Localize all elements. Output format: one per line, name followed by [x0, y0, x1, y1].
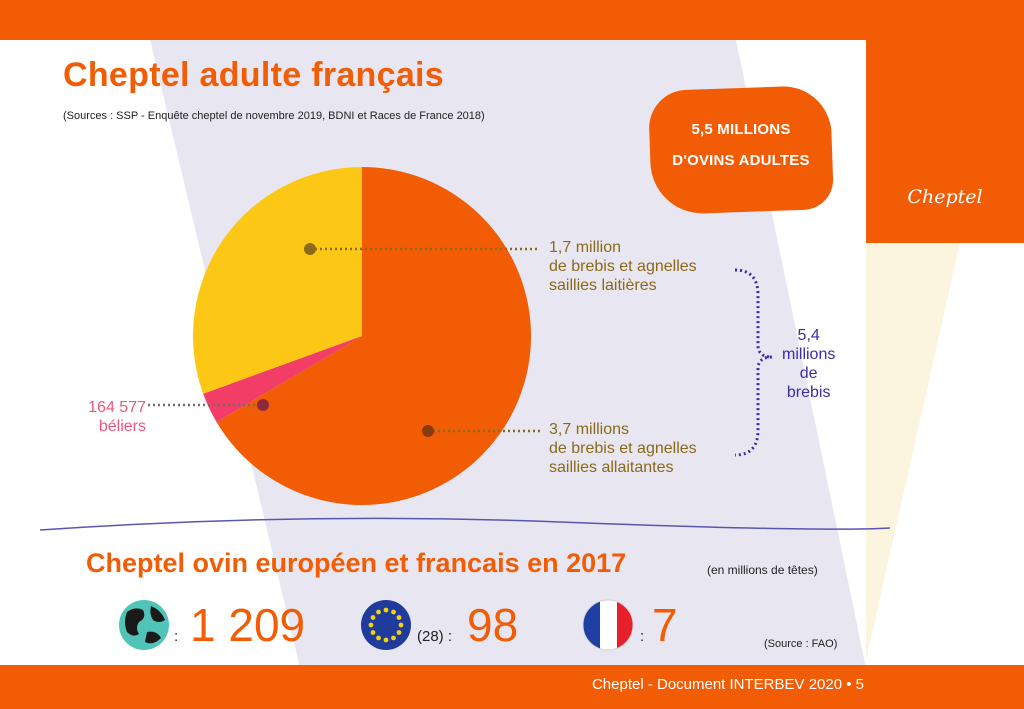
- label-dairy: 1,7 million de brebis et agnelles sailli…: [549, 238, 697, 295]
- label-meat-line: de brebis et agnelles: [549, 440, 697, 457]
- fr-colon: :: [640, 628, 645, 645]
- eu-star: [396, 630, 402, 635]
- label-total-line: millions: [782, 346, 836, 363]
- eu-star: [398, 622, 404, 628]
- world-colon: :: [174, 628, 179, 645]
- section-unit-note: (en millions de têtes): [707, 563, 818, 577]
- bottom-band: [0, 665, 1024, 709]
- label-meat-line: 3,7 millions: [549, 421, 630, 438]
- fr-value: 7: [652, 599, 678, 651]
- label-dairy-line: saillies laitières: [549, 277, 657, 294]
- label-total-line: 5,4: [797, 327, 820, 344]
- eu-value: 98: [467, 599, 519, 651]
- label-rams-line: 164 577: [88, 399, 146, 416]
- label-rams-line: béliers: [98, 418, 146, 435]
- pie-slice: [216, 167, 532, 505]
- eu-star: [391, 609, 396, 615]
- label-total-line: brebis: [786, 384, 831, 401]
- eu-star: [391, 635, 396, 641]
- divider-line: [39, 517, 891, 531]
- side-band: [866, 0, 1024, 243]
- badge-line-2: D'OVINS ADULTES: [672, 152, 810, 169]
- label-meat: 3,7 millions de brebis et agnelles saill…: [549, 420, 697, 477]
- eu-prefix: (28) :: [417, 628, 453, 645]
- eu-star: [368, 622, 374, 628]
- eu-star: [370, 615, 376, 620]
- france-flag-icon: [582, 599, 634, 651]
- brand-label: Cheptel: [907, 186, 983, 208]
- eu-flag-icon: [361, 600, 411, 650]
- leader-lines: [148, 247, 540, 433]
- label-total-ewes: 5,4 millions de brebis: [782, 326, 835, 402]
- dot-rams: [257, 399, 269, 411]
- section-title: Cheptel ovin européen et francais en 201…: [86, 548, 627, 578]
- globe-icon: [119, 600, 169, 650]
- eu-star: [383, 607, 389, 613]
- eu-star: [370, 630, 376, 635]
- eu-star: [396, 615, 402, 620]
- label-rams: 164 577 béliers: [46, 398, 146, 436]
- pie-slice: [192, 167, 362, 394]
- footer-text: Cheptel - Document INTERBEV 2020 • 5: [591, 676, 864, 693]
- label-dairy-line: 1,7 million: [549, 239, 622, 256]
- eu-star: [383, 637, 389, 643]
- total-bracket: [734, 268, 773, 457]
- label-meat-line: saillies allaitantes: [549, 459, 674, 476]
- dot-dairy: [304, 243, 316, 255]
- sources-note: (Sources : SSP - Enquête cheptel de nove…: [63, 110, 485, 122]
- label-total-line: de: [799, 365, 818, 382]
- world-value: 1 209: [190, 599, 306, 651]
- eu-star: [376, 609, 381, 615]
- fao-source: (Source : FAO): [764, 638, 838, 650]
- badge-line-1: 5,5 MILLIONS: [691, 121, 791, 138]
- eu-star: [376, 635, 381, 641]
- cream-band: [866, 243, 960, 660]
- pie-slice: [203, 336, 362, 423]
- page-title: Cheptel adulte français: [63, 56, 444, 94]
- dot-meat: [422, 425, 434, 437]
- label-dairy-line: de brebis et agnelles: [549, 258, 697, 275]
- top-band: [0, 0, 1024, 40]
